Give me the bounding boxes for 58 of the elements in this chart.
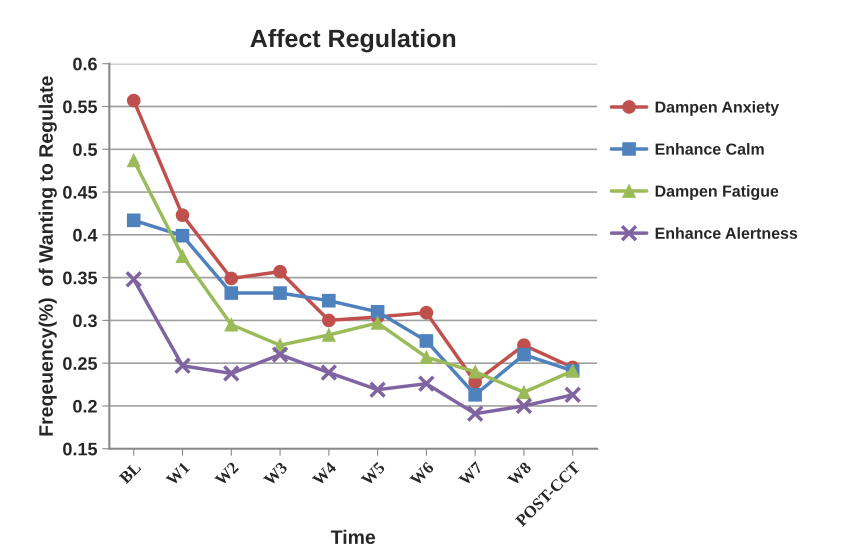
point (273, 264, 287, 278)
point (224, 272, 238, 286)
point (126, 94, 141, 108)
point (564, 386, 582, 404)
point (322, 294, 336, 308)
point (125, 270, 142, 288)
x-tick-label: W3 (262, 461, 288, 486)
legend-label: Enhance Alertness (656, 227, 798, 239)
point (517, 385, 531, 400)
y-tick-label: 0.4 (73, 228, 98, 242)
x-tick-label: W1 (165, 462, 190, 486)
y-tick-label: 0.3 (73, 314, 97, 328)
x-tick-label: BL (118, 462, 142, 484)
legend-label: Enhance Calm (656, 143, 764, 155)
point (370, 316, 384, 330)
point (176, 208, 190, 222)
point (273, 286, 287, 300)
y-tick-label: 0.35 (63, 272, 98, 284)
y-tick-label: 0.2 (73, 400, 97, 413)
point (420, 350, 434, 364)
point (322, 314, 336, 328)
x-axis-title: Time (330, 530, 376, 544)
point (515, 397, 533, 415)
y-tick-label: 0.45 (63, 186, 98, 199)
x-tick-label: W2 (214, 461, 240, 486)
point (517, 348, 531, 362)
point (271, 346, 289, 364)
point (320, 364, 338, 382)
point (224, 318, 238, 332)
y-tick-label: 0.25 (63, 357, 98, 370)
y-tick-label: 0.15 (63, 442, 98, 456)
point (224, 286, 238, 300)
y-tick-label: 0.6 (73, 58, 97, 70)
point (126, 213, 141, 228)
point (174, 357, 192, 374)
y-tick-label: 0.5 (73, 143, 98, 156)
point (420, 306, 434, 320)
point (368, 381, 386, 398)
legend-label: Dampen Anxiety (656, 100, 780, 116)
point (370, 305, 384, 319)
point (418, 375, 436, 392)
point (222, 364, 240, 382)
x-tick-label: W6 (409, 461, 434, 486)
point (176, 228, 190, 242)
chart-title: Affect Regulation (250, 28, 456, 52)
x-tick-label: W7 (458, 461, 484, 486)
point (420, 334, 434, 348)
point (466, 404, 484, 422)
point (468, 388, 482, 402)
x-tick-label: W4 (312, 461, 337, 486)
legend-label: Dampen Fatigue (656, 185, 778, 200)
y-axis-title: Freqeuency(%) of Wanting to Regulate (38, 76, 57, 436)
point (322, 328, 336, 342)
x-tick-label: W5 (360, 461, 386, 486)
point (176, 249, 190, 264)
y-tick-label: 0.55 (63, 100, 98, 114)
point (126, 154, 141, 168)
point (468, 364, 482, 379)
